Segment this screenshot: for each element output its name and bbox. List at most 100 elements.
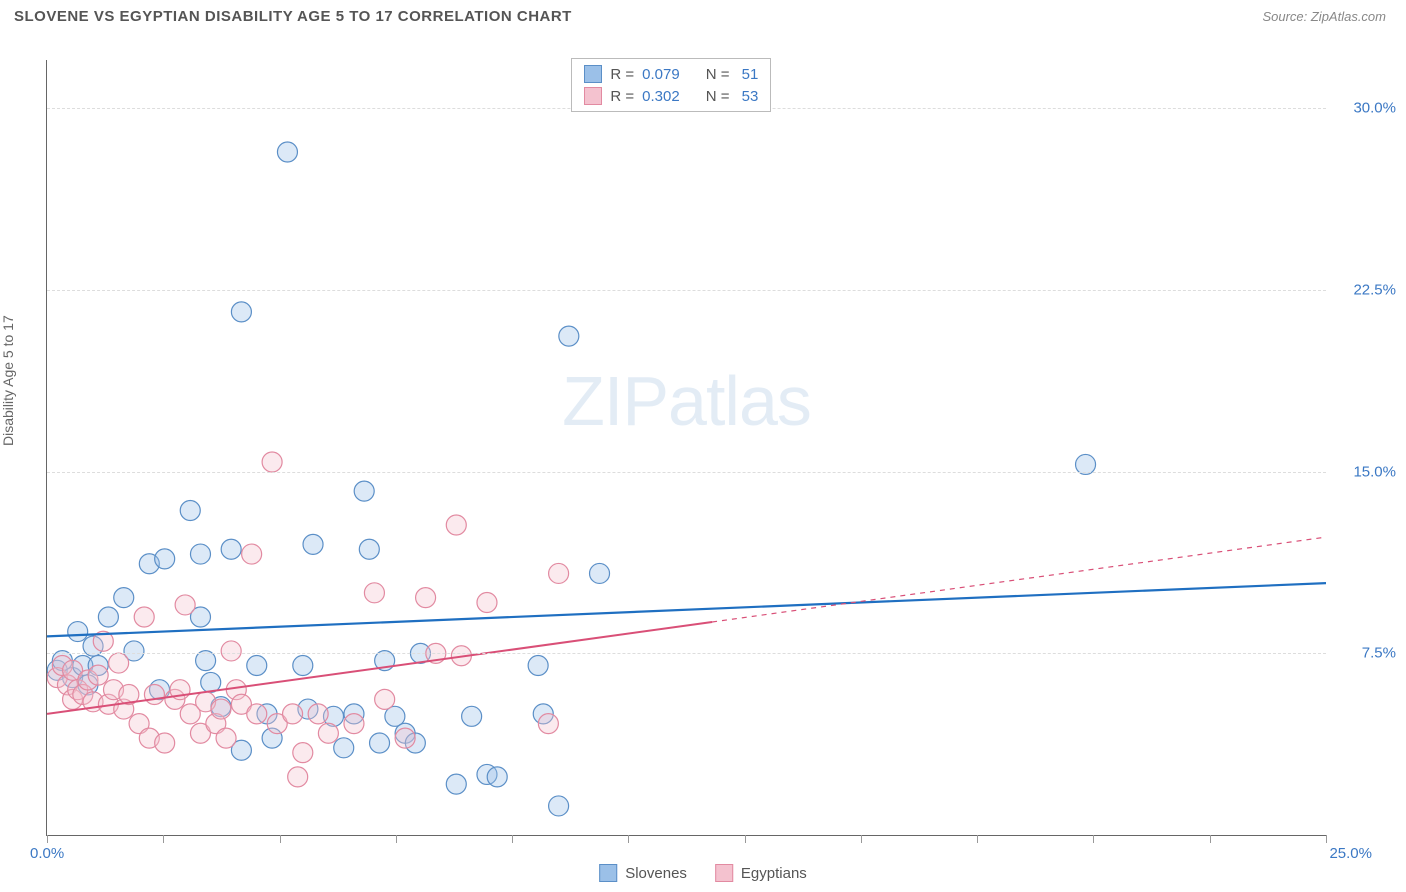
scatter-point (293, 743, 313, 763)
scatter-point (190, 544, 210, 564)
legend-item: Egyptians (715, 864, 807, 882)
stat-n-value: 51 (737, 66, 758, 83)
stat-n-value: 53 (737, 88, 758, 105)
scatter-point (68, 622, 88, 642)
x-tick (745, 835, 746, 843)
legend-swatch (715, 864, 733, 882)
series-swatch (584, 65, 602, 83)
gridline (47, 653, 1326, 654)
scatter-point (144, 685, 164, 705)
scatter-point (175, 595, 195, 615)
scatter-point (477, 593, 497, 613)
scatter-point (487, 767, 507, 787)
x-tick (512, 835, 513, 843)
gridline (47, 290, 1326, 291)
y-tick-label: 7.5% (1362, 645, 1396, 662)
scatter-point (155, 733, 175, 753)
scatter-point (109, 653, 129, 673)
scatter-point (277, 142, 297, 162)
scatter-point (549, 796, 569, 816)
stats-row: R = 0.079 N = 51 (584, 63, 758, 85)
scatter-point (231, 302, 251, 322)
scatter-point (359, 539, 379, 559)
stats-row: R = 0.302 N = 53 (584, 85, 758, 107)
scatter-point (134, 607, 154, 627)
x-tick (47, 835, 48, 843)
x-tick-label-max: 25.0% (1329, 845, 1372, 862)
scatter-point (155, 549, 175, 569)
gridline (47, 472, 1326, 473)
source-label: Source: (1262, 9, 1310, 24)
scatter-point (549, 563, 569, 583)
scatter-point (364, 583, 384, 603)
scatter-point (247, 704, 267, 724)
stat-n-label: N = (706, 66, 730, 83)
source-attribution: Source: ZipAtlas.com (1262, 9, 1386, 24)
scatter-point (98, 607, 118, 627)
stat-r-label: R = (610, 66, 634, 83)
scatter-point (293, 655, 313, 675)
chart-header: SLOVENE VS EGYPTIAN DISABILITY AGE 5 TO … (0, 0, 1406, 29)
scatter-point (211, 699, 231, 719)
scatter-point (221, 539, 241, 559)
source-value: ZipAtlas.com (1311, 9, 1386, 24)
bottom-legend: Slovenes Egyptians (599, 864, 807, 882)
scatter-point (334, 738, 354, 758)
scatter-point (538, 714, 558, 734)
stat-r-value: 0.302 (642, 88, 680, 105)
x-tick (1326, 835, 1327, 843)
x-tick (1210, 835, 1211, 843)
y-axis-label: Disability Age 5 to 17 (0, 315, 16, 446)
scatter-point (288, 767, 308, 787)
scatter-point (247, 655, 267, 675)
legend-label: Egyptians (741, 865, 807, 882)
y-tick-label: 30.0% (1353, 100, 1396, 117)
legend-item: Slovenes (599, 864, 687, 882)
scatter-point (370, 733, 390, 753)
scatter-point (344, 714, 364, 734)
scatter-point (88, 665, 108, 685)
stat-n-label: N = (706, 88, 730, 105)
scatter-point (354, 481, 374, 501)
scatter-point (462, 706, 482, 726)
x-tick (396, 835, 397, 843)
y-tick-label: 22.5% (1353, 282, 1396, 299)
scatter-point (262, 452, 282, 472)
scatter-point (242, 544, 262, 564)
chart-title: SLOVENE VS EGYPTIAN DISABILITY AGE 5 TO … (14, 8, 572, 25)
stat-r-value: 0.079 (642, 66, 680, 83)
scatter-point (446, 774, 466, 794)
scatter-point (308, 704, 328, 724)
stat-r-label: R = (610, 88, 634, 105)
regression-line (47, 583, 1326, 636)
y-tick-label: 15.0% (1353, 463, 1396, 480)
x-tick (977, 835, 978, 843)
scatter-point (303, 534, 323, 554)
scatter-svg (47, 60, 1326, 835)
scatter-point (221, 641, 241, 661)
scatter-point (283, 704, 303, 724)
regression-line-extrapolated (712, 537, 1326, 622)
x-tick (163, 835, 164, 843)
scatter-point (446, 515, 466, 535)
x-tick (628, 835, 629, 843)
scatter-point (180, 500, 200, 520)
chart-plot-area: ZIPatlas R =0.079N = 51R =0.302N = 53 (46, 60, 1326, 836)
scatter-point (216, 728, 236, 748)
scatter-point (559, 326, 579, 346)
scatter-point (416, 588, 436, 608)
scatter-point (395, 728, 415, 748)
stats-legend-box: R = 0.079 N = 51 R = 0.302 N = 53 (571, 58, 771, 112)
x-tick (280, 835, 281, 843)
scatter-point (114, 588, 134, 608)
legend-swatch (599, 864, 617, 882)
x-tick-label-min: 0.0% (30, 845, 64, 862)
x-tick (1093, 835, 1094, 843)
legend-label: Slovenes (625, 865, 687, 882)
scatter-point (318, 723, 338, 743)
scatter-point (375, 689, 395, 709)
series-swatch (584, 87, 602, 105)
scatter-point (528, 655, 548, 675)
x-tick (861, 835, 862, 843)
scatter-point (590, 563, 610, 583)
